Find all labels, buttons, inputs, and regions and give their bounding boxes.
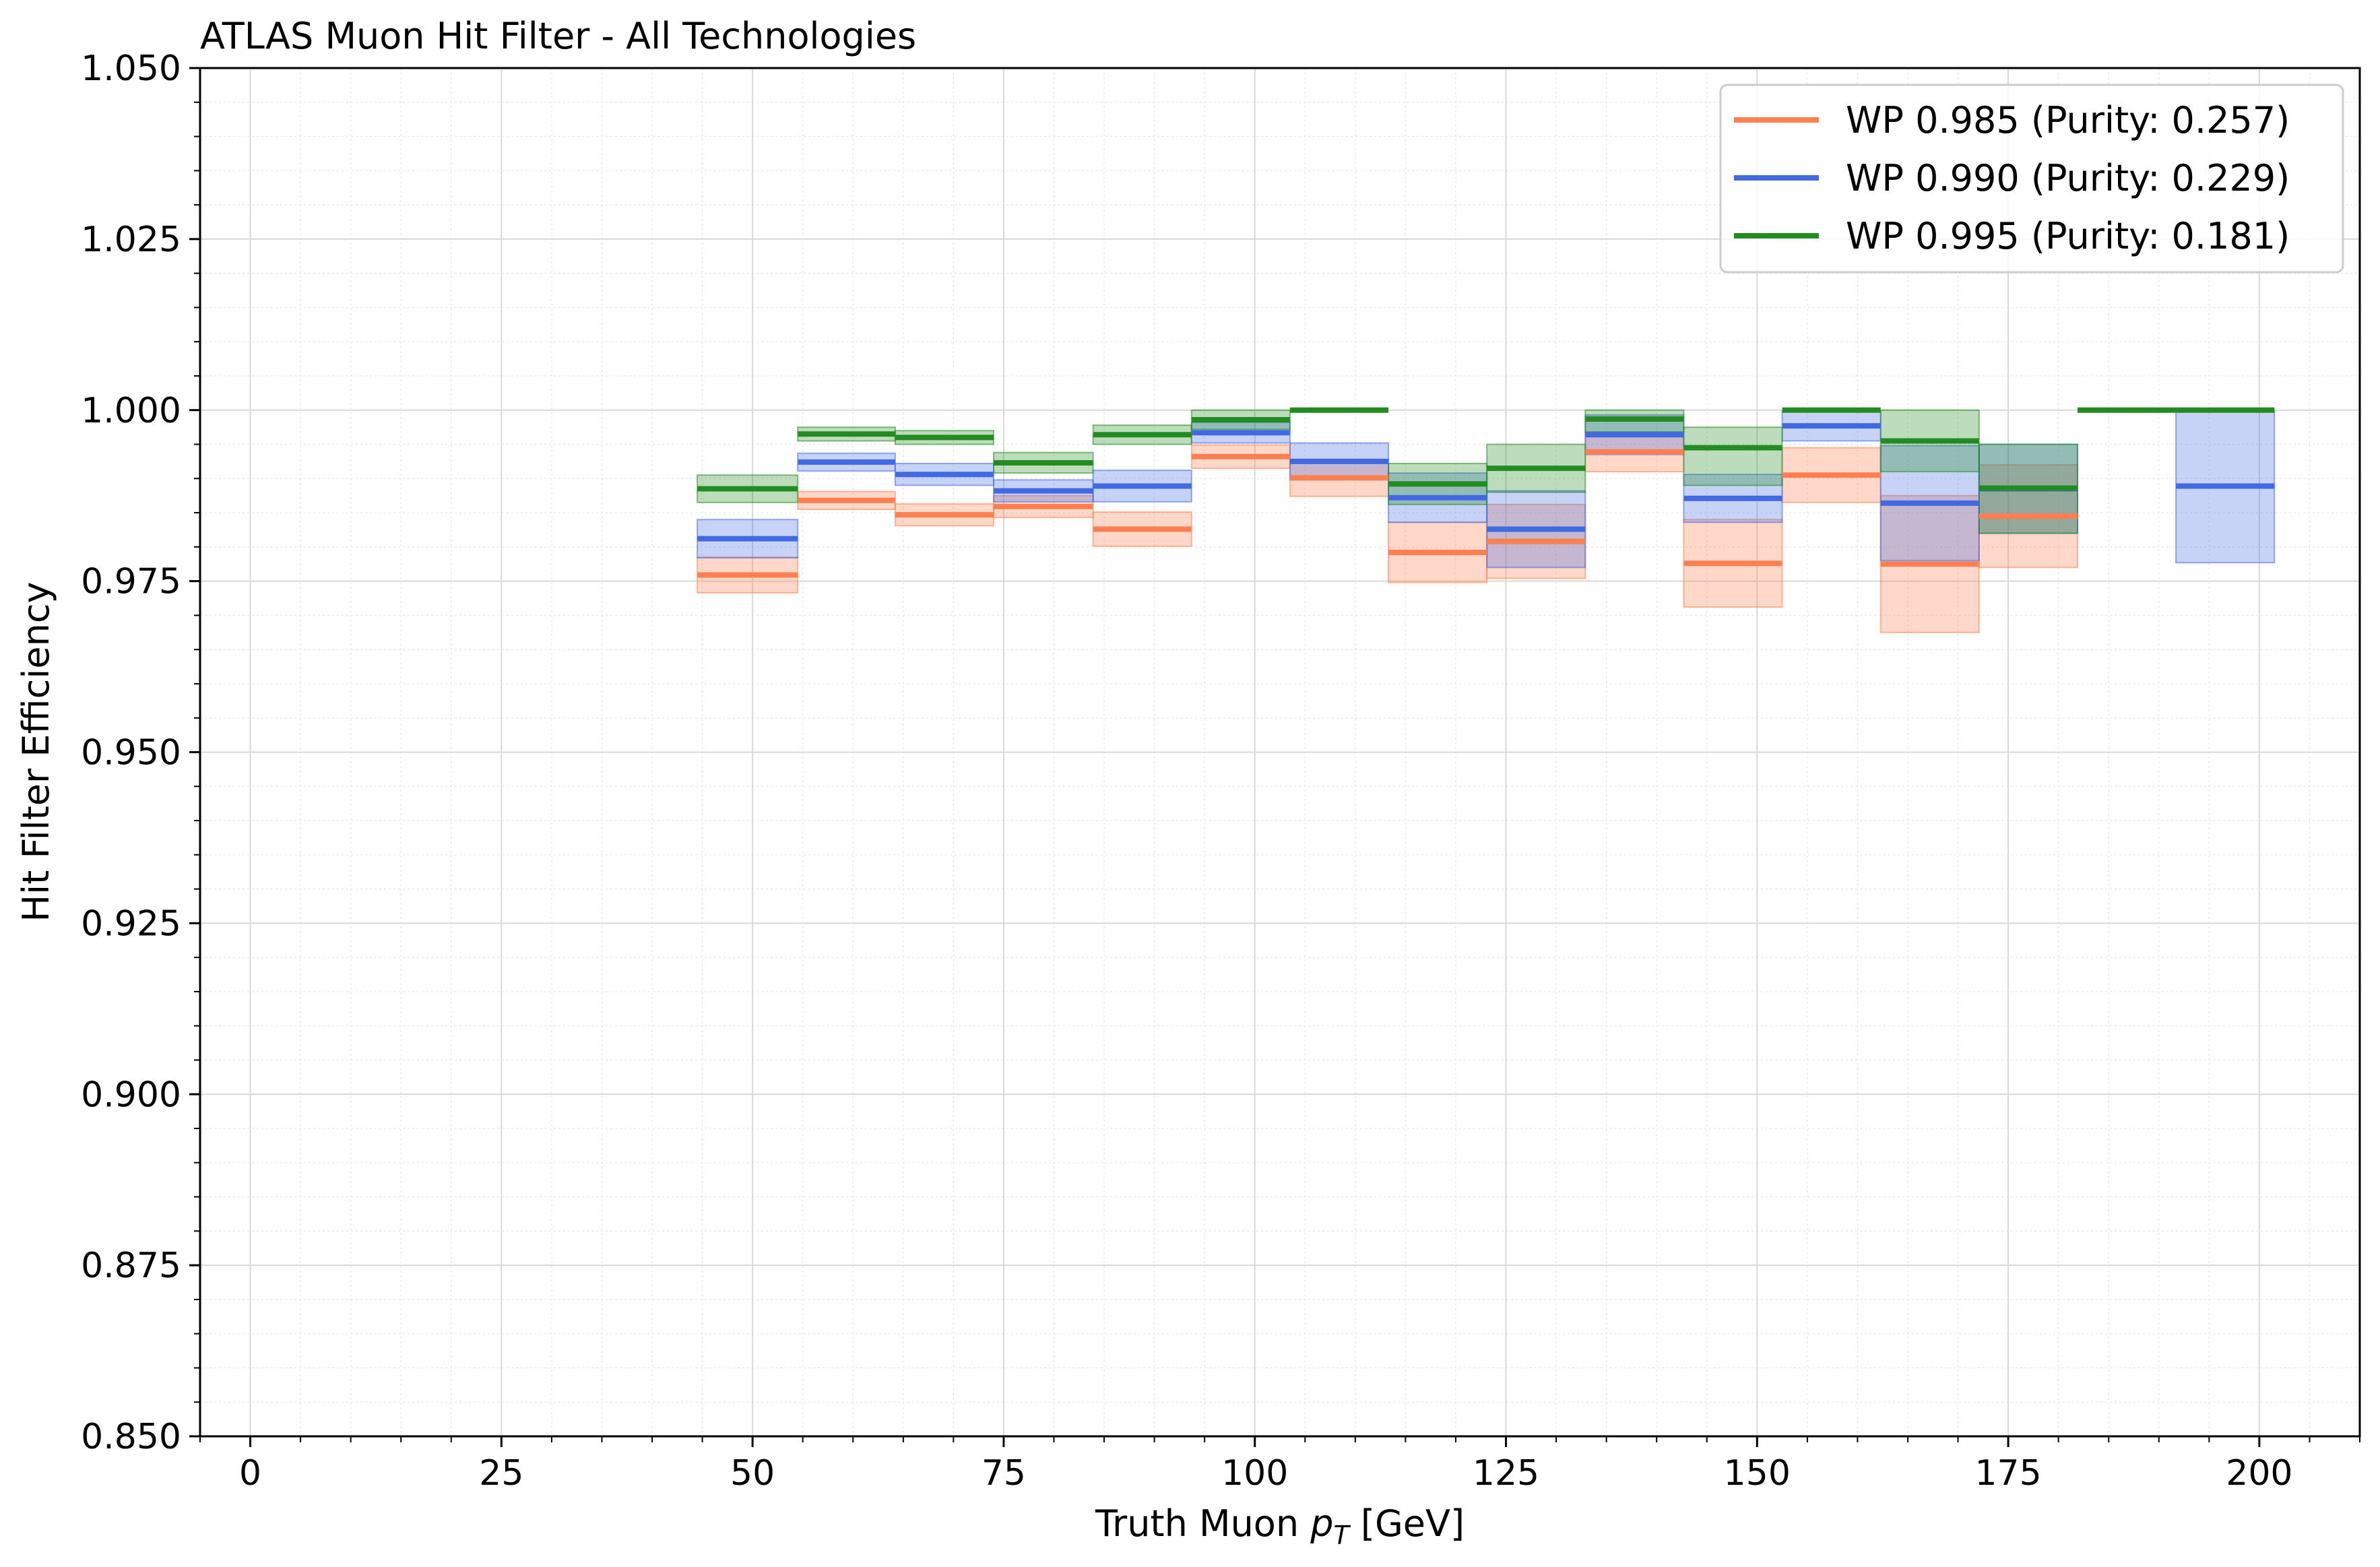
y-tick-label: 0.900 — [81, 1075, 181, 1115]
series-lines — [697, 407, 2275, 578]
y-tick-label: 1.000 — [81, 391, 181, 431]
x-tick-label: 175 — [1974, 1453, 2041, 1494]
legend-label-1: WP 0.990 (Purity: 0.229) — [1846, 157, 2290, 199]
y-axis-ticks: 0.850 0.875 0.900 0.925 0.950 0.975 1.000 1.025… — [81, 49, 200, 1457]
legend-label-2: WP 0.995 (Purity: 0.181) — [1846, 215, 2290, 257]
x-axis-label: Truth Muon pT [GeV] — [1095, 1502, 1465, 1550]
y-tick-label: 1.050 — [81, 49, 181, 89]
x-axis-ticks: 0 25 50 75 100 125 150 175 200 — [199, 1436, 2360, 1494]
x-tick-label: 75 — [982, 1453, 1026, 1494]
x-tick-label: 200 — [2226, 1453, 2292, 1494]
legend: WP 0.985 (Purity: 0.257) WP 0.990 (Purity… — [1719, 84, 2344, 274]
y-tick-label: 0.850 — [81, 1417, 181, 1457]
x-tick-label: 100 — [1221, 1453, 1288, 1494]
y-tick-label: 0.875 — [81, 1246, 181, 1286]
y-tick-label: 0.925 — [81, 903, 181, 944]
x-tick-label: 25 — [479, 1453, 523, 1494]
y-tick-label: 1.025 — [81, 220, 181, 260]
y-tick-label: 0.975 — [81, 562, 181, 602]
legend-frame — [1719, 84, 2344, 274]
legend-label-0: WP 0.985 (Purity: 0.257) — [1846, 99, 2290, 141]
y-tick-label: 0.950 — [81, 733, 181, 773]
y-axis-label: Hit Filter Efficiency — [15, 582, 57, 922]
x-tick-label: 150 — [1724, 1453, 1791, 1494]
chart-title: ATLAS Muon Hit Filter - All Technologies — [200, 15, 916, 57]
error-band-series-2 — [1683, 426, 1783, 486]
x-tick-label: 0 — [239, 1453, 261, 1494]
x-tick-label: 50 — [730, 1453, 775, 1494]
x-tick-label: 125 — [1473, 1453, 1539, 1494]
